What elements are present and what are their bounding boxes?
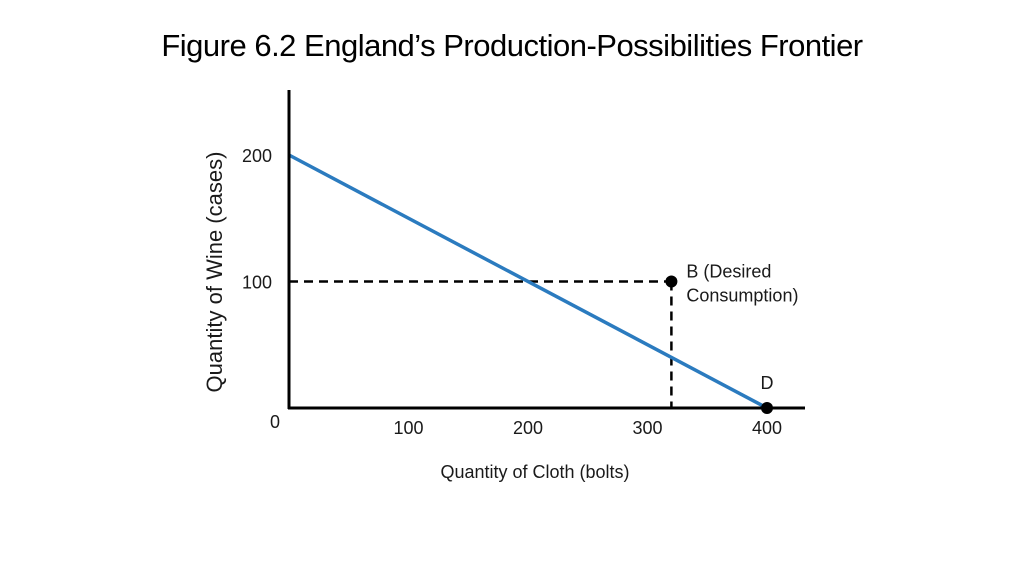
x-axis-label: Quantity of Cloth (bolts) (440, 462, 629, 482)
annotated-points: B (Desired Consumption) D (665, 262, 798, 414)
x-tick-label: 400 (752, 418, 782, 438)
x-tick-labels: 100 200 300 400 (393, 418, 782, 438)
frontier-line (288, 153, 768, 410)
axes (287, 90, 805, 410)
guide-lines (289, 280, 673, 408)
y-tick-label: 200 (242, 146, 272, 166)
y-tick-labels: 0 100 200 (242, 146, 280, 432)
y-axis-label: Quantity of Wine (cases) (202, 152, 227, 393)
y-tick-label: 100 (242, 273, 272, 293)
point-d-label: D (761, 373, 774, 393)
x-tick-label: 200 (513, 418, 543, 438)
slide-title: Figure 6.2 England’s Production-Possibil… (161, 28, 863, 63)
point-b-label: B (Desired Consumption) (686, 262, 798, 306)
point-d-marker (761, 402, 773, 414)
x-tick-label: 100 (393, 418, 423, 438)
y-tick-label: 0 (270, 412, 280, 432)
point-b-marker (665, 275, 678, 288)
x-tick-label: 300 (632, 418, 662, 438)
